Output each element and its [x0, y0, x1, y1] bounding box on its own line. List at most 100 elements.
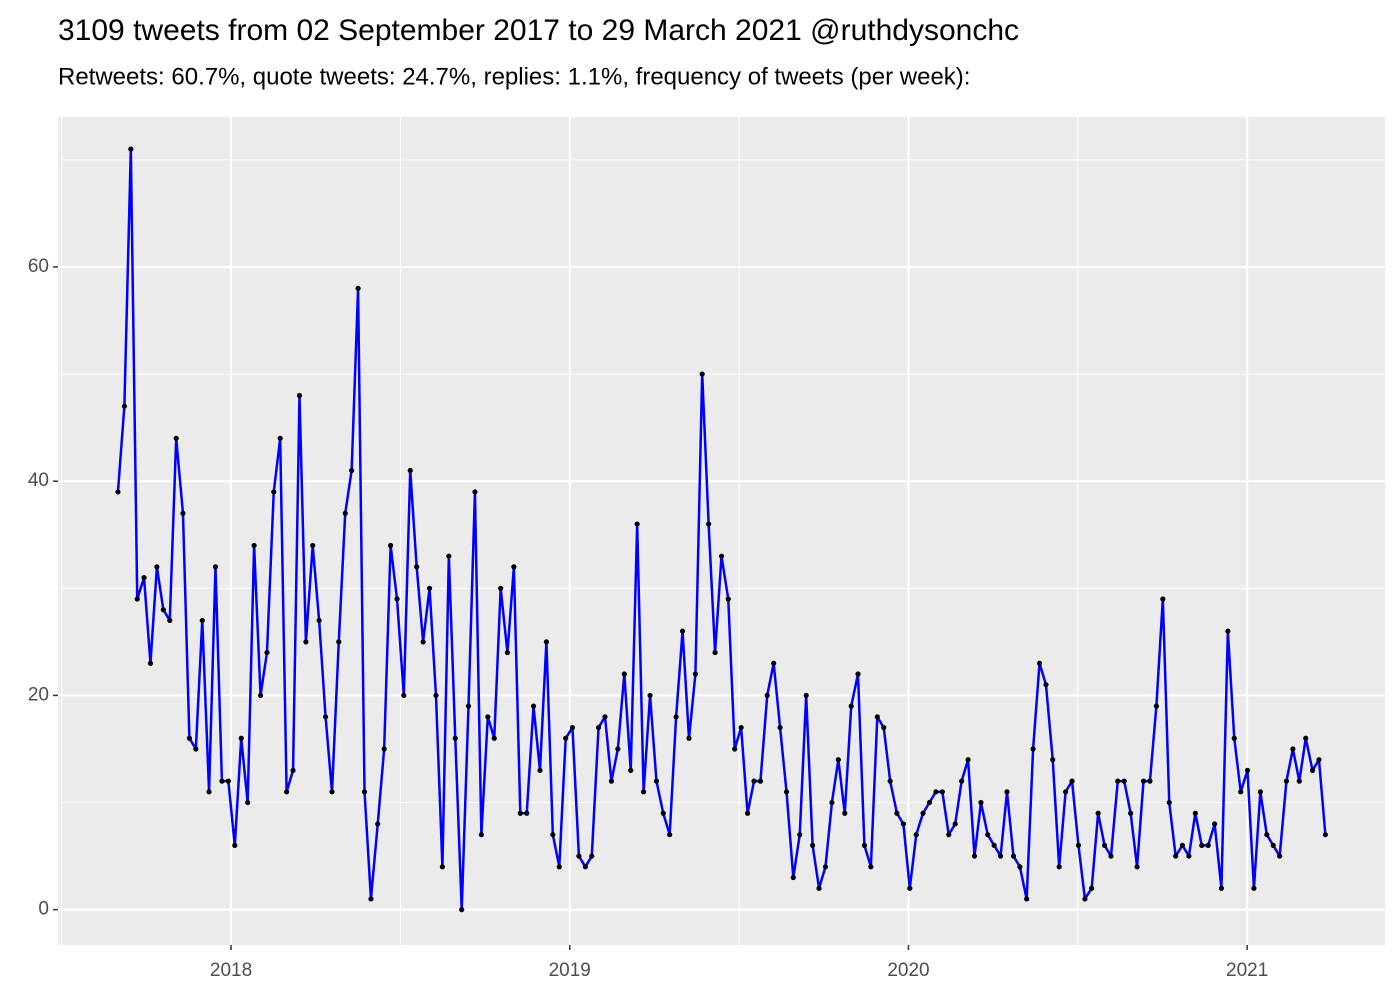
data-point [141, 574, 147, 581]
data-point [1160, 596, 1166, 602]
data-point [1140, 778, 1147, 784]
data-point [835, 757, 841, 763]
y-tick-label: 0 [38, 899, 49, 920]
data-point [128, 146, 134, 152]
data-point [679, 628, 686, 634]
data-point [589, 853, 595, 859]
data-point [712, 649, 718, 656]
data-point [264, 649, 270, 656]
data-point [868, 864, 874, 870]
data-point [1043, 682, 1049, 688]
data-point [1179, 842, 1186, 848]
data-point [1147, 778, 1153, 784]
data-point [920, 810, 926, 816]
data-point [718, 553, 725, 559]
data-point [1322, 832, 1328, 838]
data-point [985, 832, 991, 838]
data-point [517, 810, 523, 816]
data-point [394, 596, 400, 602]
data-point [1134, 864, 1140, 870]
data-point [732, 746, 738, 752]
data-point [303, 639, 309, 645]
data-point [407, 467, 413, 474]
data-point [1069, 778, 1075, 784]
data-point [621, 671, 627, 677]
data-point [894, 810, 900, 816]
data-point [1089, 885, 1095, 891]
data-point [361, 789, 368, 795]
data-point [257, 692, 264, 699]
data-point [933, 789, 939, 795]
data-point [381, 746, 387, 752]
data-point [855, 671, 861, 677]
data-point [1199, 842, 1205, 848]
data-point [1218, 885, 1225, 891]
data-point [251, 542, 257, 549]
data-point [1251, 885, 1257, 891]
data-point [1296, 778, 1302, 784]
data-point [485, 714, 491, 720]
data-point [1283, 778, 1290, 784]
data-point [965, 757, 971, 763]
data-point [1004, 789, 1010, 795]
data-point [160, 607, 166, 613]
data-point [219, 778, 225, 784]
data-point [537, 767, 543, 774]
data-point [530, 703, 537, 709]
data-point [959, 778, 965, 784]
data-point [193, 746, 199, 752]
data-point [368, 896, 374, 902]
plot-panel [58, 117, 1385, 945]
data-point [628, 767, 634, 774]
data-point [810, 842, 816, 848]
data-point [491, 735, 497, 741]
data-point [414, 564, 420, 570]
data-point [524, 810, 530, 816]
data-point [284, 789, 290, 795]
data-point [199, 617, 205, 624]
data-point [946, 832, 952, 838]
data-point [296, 392, 303, 399]
data-point [771, 660, 777, 666]
data-point [316, 617, 322, 624]
data-point [706, 521, 712, 527]
data-point [420, 639, 426, 645]
data-point [322, 714, 329, 720]
data-point [887, 778, 893, 784]
data-point [744, 810, 751, 816]
y-tick-label: 20 [28, 684, 49, 705]
data-point [1212, 821, 1218, 827]
data-point [874, 714, 880, 720]
data-point [686, 735, 692, 741]
data-point [1173, 853, 1179, 859]
data-point [1316, 757, 1322, 763]
data-point [692, 671, 699, 677]
data-point [511, 564, 517, 570]
data-point [563, 735, 569, 741]
data-point [349, 467, 355, 474]
data-point [1277, 853, 1283, 859]
data-point [576, 853, 582, 859]
data-point [154, 564, 160, 570]
data-point [569, 724, 576, 731]
data-point [277, 435, 283, 441]
data-point [660, 810, 666, 816]
data-point [446, 553, 452, 559]
data-point [504, 649, 511, 656]
data-point [1270, 842, 1276, 848]
data-point [1205, 842, 1211, 848]
data-point [1082, 896, 1088, 902]
data-point [608, 778, 615, 784]
data-point [465, 703, 472, 709]
data-point [1166, 799, 1172, 806]
data-point [757, 778, 764, 784]
data-point [1115, 778, 1121, 784]
data-point [1030, 746, 1036, 752]
data-point [439, 864, 446, 870]
chart-title: 3109 tweets from 02 September 2017 to 29… [58, 14, 1019, 47]
data-point [641, 789, 647, 795]
data-point [1095, 810, 1101, 816]
data-point [653, 778, 660, 784]
data-point [777, 724, 783, 731]
